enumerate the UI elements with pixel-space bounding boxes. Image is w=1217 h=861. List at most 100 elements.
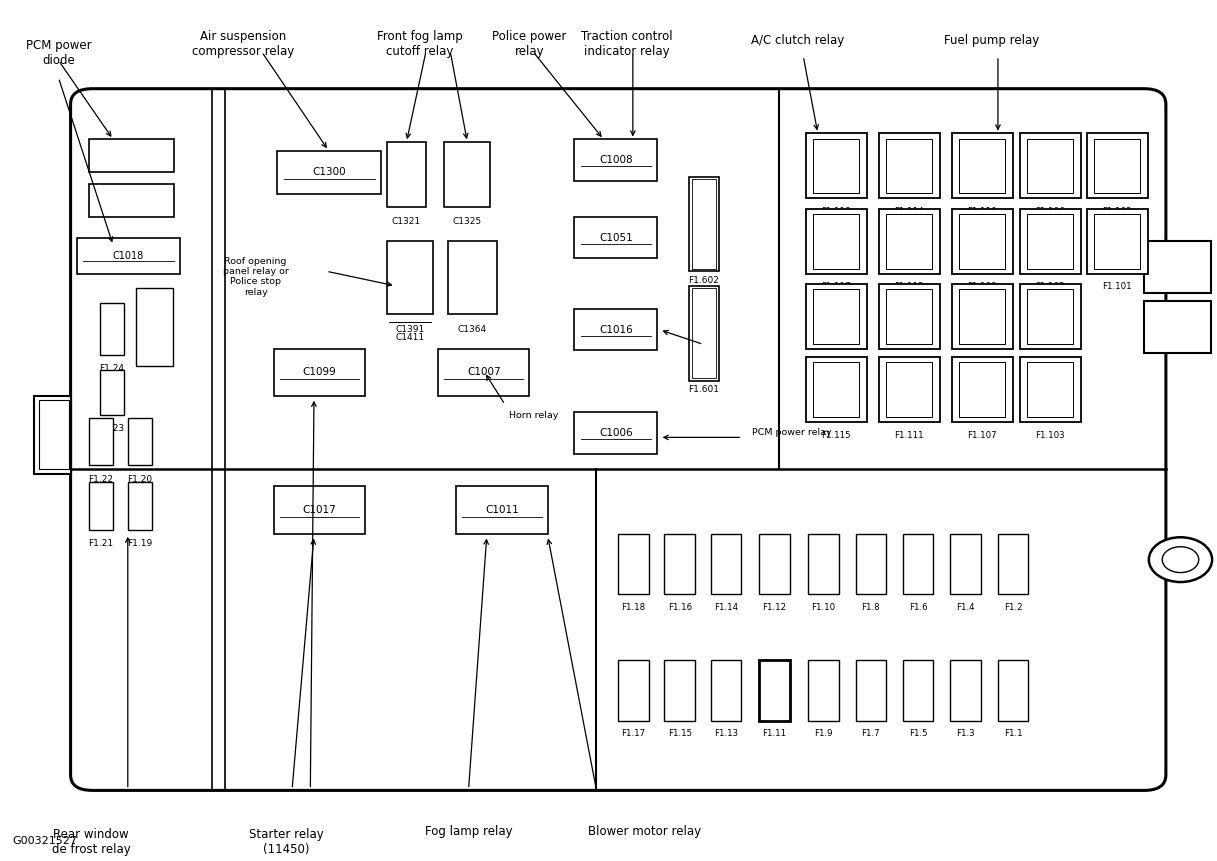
Bar (813, 289, 859, 344)
Text: F1.18: F1.18 (622, 603, 645, 611)
Bar (274, 349, 365, 396)
Bar (692, 179, 716, 269)
Bar (438, 349, 529, 396)
Bar (387, 241, 433, 314)
Bar (950, 660, 981, 721)
Text: F1.6: F1.6 (909, 603, 927, 611)
Bar (89, 139, 174, 172)
Bar (1144, 241, 1211, 293)
Bar (808, 660, 839, 721)
Bar (886, 362, 932, 417)
Text: F1.106: F1.106 (1036, 207, 1065, 215)
Text: F1.114: F1.114 (894, 207, 924, 215)
Text: Rear window
de frost relay: Rear window de frost relay (52, 828, 130, 857)
Bar (1027, 362, 1073, 417)
Text: F1.11: F1.11 (763, 729, 786, 738)
Bar (952, 284, 1013, 349)
Text: G00321527: G00321527 (12, 835, 77, 846)
Text: C1411: C1411 (396, 333, 425, 342)
Text: C1011: C1011 (486, 505, 518, 515)
Text: F1.101: F1.101 (1103, 282, 1132, 291)
Text: F1.103: F1.103 (1036, 430, 1065, 439)
Bar (574, 309, 657, 350)
Bar (1020, 284, 1081, 349)
Text: F1.12: F1.12 (763, 603, 786, 611)
Text: F1.9: F1.9 (814, 729, 832, 738)
Text: F1.117: F1.117 (821, 282, 851, 291)
Text: F1.118: F1.118 (821, 207, 851, 215)
Text: Starter relay
(11450): Starter relay (11450) (248, 828, 324, 857)
Text: F1.116: F1.116 (821, 357, 851, 366)
Bar (759, 660, 790, 721)
Bar (813, 362, 859, 417)
Text: Police power
relay: Police power relay (492, 30, 567, 59)
Bar (444, 142, 490, 207)
Bar (879, 284, 940, 349)
Bar (39, 400, 69, 469)
Bar (998, 534, 1028, 594)
Bar (959, 362, 1005, 417)
Bar (448, 241, 497, 314)
Text: Blower motor relay: Blower motor relay (589, 825, 701, 838)
Circle shape (1149, 537, 1212, 582)
Text: Roof opening
panel relay or
Police stop
relay: Roof opening panel relay or Police stop … (223, 257, 288, 297)
Text: C1007: C1007 (467, 368, 500, 377)
Bar (856, 534, 886, 594)
Bar (903, 660, 933, 721)
Bar (806, 357, 867, 422)
Text: F1.19: F1.19 (128, 539, 152, 548)
Text: F1.5: F1.5 (909, 729, 927, 738)
Bar (34, 396, 71, 474)
Text: F1.109: F1.109 (968, 282, 997, 291)
Bar (456, 486, 548, 534)
Text: F1.112: F1.112 (894, 357, 924, 366)
Text: F1.102: F1.102 (1103, 207, 1132, 215)
Text: C1017: C1017 (303, 505, 336, 515)
Bar (959, 139, 1005, 193)
Bar (89, 482, 113, 530)
Text: C1051: C1051 (599, 232, 633, 243)
Text: F1.17: F1.17 (622, 729, 645, 738)
Bar (959, 214, 1005, 269)
Bar (886, 139, 932, 193)
Text: C1391: C1391 (396, 325, 425, 333)
Text: PCM power
diode: PCM power diode (26, 39, 91, 67)
Bar (1020, 209, 1081, 274)
Text: F1.113: F1.113 (894, 282, 924, 291)
Text: PCM power relay: PCM power relay (752, 428, 831, 437)
Bar (1094, 214, 1140, 269)
Bar (813, 214, 859, 269)
Bar (1087, 209, 1148, 274)
Bar (952, 209, 1013, 274)
Text: F1.15: F1.15 (668, 729, 691, 738)
Bar (277, 151, 381, 194)
Bar (1027, 289, 1073, 344)
Text: F1.110: F1.110 (968, 207, 997, 215)
Bar (100, 370, 124, 415)
Text: F1.115: F1.115 (821, 430, 851, 439)
Bar (387, 142, 426, 207)
Bar (759, 534, 790, 594)
Text: C1325: C1325 (453, 217, 482, 226)
Bar (1144, 301, 1211, 353)
Bar (1020, 133, 1081, 198)
Bar (950, 534, 981, 594)
Text: C1321: C1321 (392, 217, 421, 226)
Bar (879, 133, 940, 198)
Text: Fog lamp relay: Fog lamp relay (425, 825, 512, 838)
Text: C1016: C1016 (599, 325, 633, 335)
Text: Front fog lamp
cutoff relay: Front fog lamp cutoff relay (377, 30, 462, 59)
Bar (100, 303, 124, 355)
Bar (1094, 139, 1140, 193)
Text: C1006: C1006 (599, 428, 633, 438)
Bar (1027, 139, 1073, 193)
Bar (952, 357, 1013, 422)
Text: F1.22: F1.22 (89, 475, 113, 484)
Circle shape (1162, 547, 1199, 573)
Bar (952, 133, 1013, 198)
Bar (664, 534, 695, 594)
Text: F1.24: F1.24 (100, 364, 124, 373)
Bar (574, 217, 657, 258)
Text: F1.107: F1.107 (968, 430, 997, 439)
Text: F1.601: F1.601 (688, 385, 719, 393)
